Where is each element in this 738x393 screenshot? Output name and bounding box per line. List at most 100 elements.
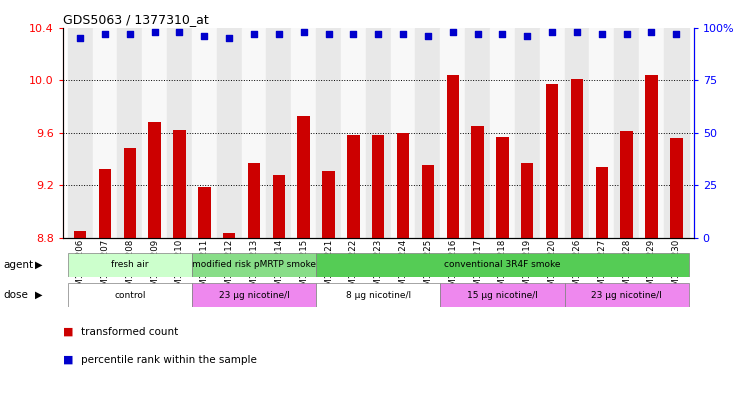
Text: percentile rank within the sample: percentile rank within the sample [81,354,257,365]
Point [422,33,434,39]
Text: conventional 3R4F smoke: conventional 3R4F smoke [444,261,561,269]
Point [199,33,210,39]
Text: modified risk pMRTP smoke: modified risk pMRTP smoke [192,261,316,269]
Bar [565,283,689,307]
Bar [570,79,583,238]
Bar [198,187,210,238]
Bar [397,133,410,238]
Bar [192,283,316,307]
Text: GDS5063 / 1377310_at: GDS5063 / 1377310_at [63,13,208,26]
Bar [621,131,633,238]
Text: ■: ■ [63,354,73,365]
Bar [565,28,590,238]
Bar [192,253,316,277]
Bar [167,28,192,238]
Bar [539,28,565,238]
Point [224,35,235,41]
Bar [521,163,534,238]
Point [372,31,384,37]
Point [248,31,260,37]
Point [571,29,583,35]
Point [596,31,607,37]
Point [446,29,458,35]
Bar [645,75,658,238]
Point [173,29,185,35]
Bar [68,283,192,307]
Point [521,33,533,39]
Point [75,35,86,41]
Point [298,29,310,35]
Text: transformed count: transformed count [81,327,179,337]
Bar [74,231,86,238]
Bar [241,28,266,238]
Text: control: control [114,291,145,299]
Point [497,31,508,37]
Bar [415,28,441,238]
Bar [465,28,490,238]
Text: 8 μg nicotine/l: 8 μg nicotine/l [345,291,411,299]
Bar [366,28,390,238]
Bar [670,138,683,238]
Point [472,31,483,37]
Bar [123,149,136,238]
Text: ▶: ▶ [35,260,43,270]
Bar [99,169,111,238]
Bar [272,175,285,238]
Bar [323,171,335,238]
Point [646,29,658,35]
Bar [217,28,241,238]
Text: ■: ■ [63,327,73,337]
Bar [639,28,664,238]
Bar [347,135,359,238]
Bar [446,75,459,238]
Bar [614,28,639,238]
Text: agent: agent [4,260,34,270]
Bar [316,253,689,277]
Bar [248,163,261,238]
Bar [390,28,415,238]
Bar [490,28,515,238]
Point [323,31,334,37]
Point [99,31,111,37]
Bar [441,28,465,238]
Bar [421,165,434,238]
Bar [92,28,117,238]
Bar [297,116,310,238]
Text: fresh air: fresh air [111,261,148,269]
Bar [590,28,614,238]
Bar [68,253,192,277]
Bar [596,167,608,238]
Bar [292,28,316,238]
Bar [173,130,186,238]
Bar [148,122,161,238]
Bar [472,126,484,238]
Bar [496,137,508,238]
Bar [192,28,217,238]
Text: dose: dose [4,290,29,300]
Bar [316,283,441,307]
Point [621,31,632,37]
Point [397,31,409,37]
Text: ▶: ▶ [35,290,43,300]
Point [670,31,682,37]
Point [124,31,136,37]
Point [546,29,558,35]
Bar [341,28,366,238]
Bar [441,283,565,307]
Bar [142,28,167,238]
Bar [372,135,384,238]
Text: 23 μg nicotine/l: 23 μg nicotine/l [591,291,662,299]
Bar [546,84,559,238]
Bar [68,28,92,238]
Text: 15 μg nicotine/l: 15 μg nicotine/l [467,291,538,299]
Point [149,29,161,35]
Point [273,31,285,37]
Text: 23 μg nicotine/l: 23 μg nicotine/l [218,291,289,299]
Bar [117,28,142,238]
Bar [515,28,539,238]
Point [348,31,359,37]
Bar [223,233,235,238]
Bar [266,28,292,238]
Bar [316,28,341,238]
Bar [664,28,689,238]
